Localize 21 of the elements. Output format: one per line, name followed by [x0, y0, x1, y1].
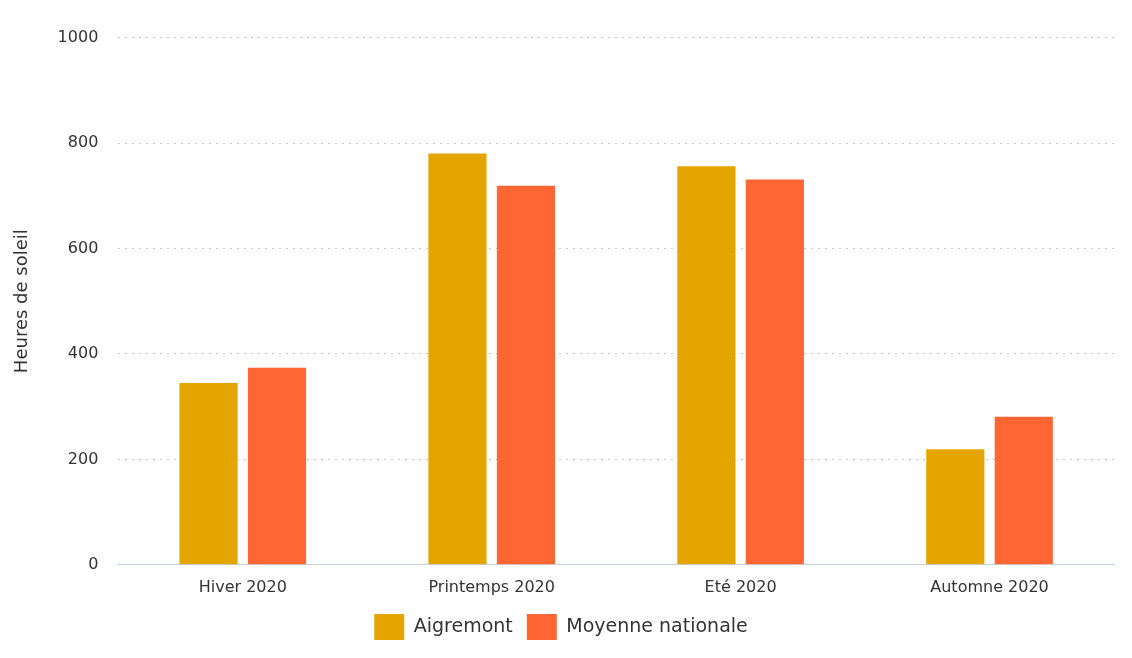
y-tick-label: 200 — [67, 448, 99, 468]
bar — [677, 166, 736, 565]
y-tick-label: 400 — [67, 343, 99, 363]
x-tick-label: Eté 2020 — [704, 576, 777, 596]
bar — [745, 179, 804, 565]
bar — [179, 382, 238, 565]
x-tick-label: Printemps 2020 — [428, 576, 555, 596]
y-tick-label: 1000 — [57, 26, 99, 46]
y-tick-label: 800 — [67, 132, 99, 152]
y-tick-label: 600 — [67, 237, 99, 257]
x-tick-label: Automne 2020 — [930, 576, 1049, 596]
y-tick-label: 0 — [88, 553, 99, 573]
legend-label: Aigremont — [413, 613, 513, 636]
bar — [926, 449, 985, 565]
bar — [428, 153, 487, 565]
bar — [247, 367, 307, 565]
legend-label: Moyenne nationale — [566, 613, 748, 636]
bar — [496, 185, 556, 565]
y-axis-title: Heures de soleil — [10, 229, 32, 374]
bar — [994, 416, 1053, 565]
x-tick-label: Hiver 2020 — [198, 576, 287, 596]
